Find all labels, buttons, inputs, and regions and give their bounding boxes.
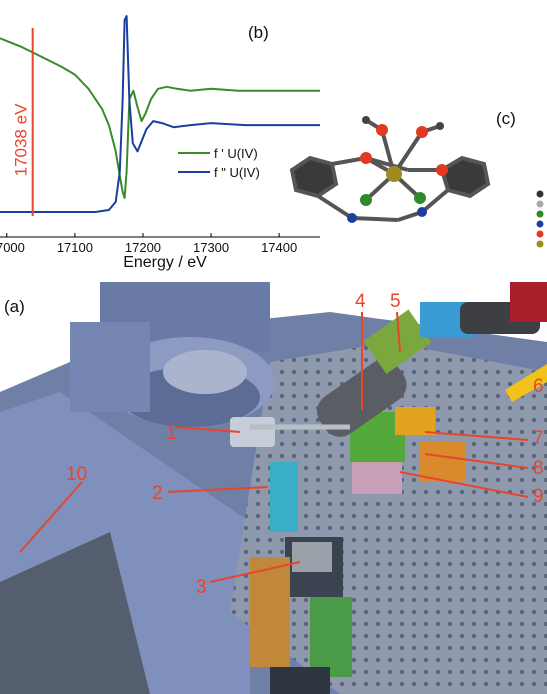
- x-tick-label: 17000: [0, 240, 25, 255]
- series-line-1: [0, 15, 320, 213]
- green-stage: [310, 597, 352, 677]
- chlorine-atom: [414, 192, 426, 204]
- panel-label-b: (b): [248, 23, 269, 42]
- carbon-atom: [436, 122, 444, 130]
- orange-mount: [420, 442, 465, 482]
- energy-spectrum-chart: 17038 eV 17000 17100 17200 17300 17400 Energ…: [0, 15, 320, 271]
- legend-dot-hydrogen: [536, 200, 544, 208]
- lens-barrel: [363, 309, 432, 374]
- carbon-atom: [362, 116, 370, 124]
- callouts: 1 2 3 4 5 6 7 8 9 10: [19, 291, 544, 598]
- legend-label-f-prime: f ' U(IV): [214, 146, 258, 161]
- oxygen-atom: [436, 164, 448, 176]
- atom-legend: [536, 190, 544, 248]
- apparatus-rendering: (a) 1 2 3 4 5 6 7 8 9 10: [0, 282, 547, 694]
- breadboard: [230, 342, 547, 694]
- x-tick-label: 17300: [193, 240, 229, 255]
- x-tick-label: 17100: [57, 240, 93, 255]
- callout-3: 3: [196, 577, 207, 598]
- x-axis-label: Energy / eV: [123, 254, 207, 271]
- x-tick-label: 17400: [261, 240, 297, 255]
- callout-9: 9: [533, 486, 544, 507]
- callout-10: 10: [66, 464, 87, 485]
- motor-block: [270, 667, 330, 694]
- callout-7: 7: [533, 428, 544, 449]
- red-camera: [510, 282, 547, 322]
- lower-left-structure: [0, 532, 150, 694]
- molecule-structure: (c): [289, 109, 544, 248]
- legend-dot-uranium: [536, 240, 544, 248]
- yellow-mount: [395, 407, 435, 435]
- yellow-beam-pipe: [505, 364, 547, 402]
- callout-6: 6: [533, 376, 544, 397]
- callout-4: 4: [355, 291, 366, 312]
- legend-dot-nitrogen: [536, 220, 544, 228]
- orange-rail: [250, 557, 290, 667]
- nitrogen-atom: [347, 213, 357, 223]
- legend-dot-chlorine: [536, 210, 544, 218]
- detector-grille: [292, 542, 332, 572]
- chlorine-atom: [360, 194, 372, 206]
- callout-5: 5: [390, 291, 401, 312]
- oxygen-atom: [360, 152, 372, 164]
- legend-dot-oxygen: [536, 230, 544, 238]
- legend-dot-carbon: [536, 190, 544, 198]
- goniometer-tower: [70, 322, 150, 412]
- chart-legend: f ' U(IV) f " U(IV): [178, 146, 260, 180]
- oxygen-atom: [376, 124, 388, 136]
- x-tick-label: 17200: [125, 240, 161, 255]
- sample-stage: [163, 350, 247, 394]
- annotation-label: 17038 eV: [12, 103, 31, 176]
- oxygen-atom: [416, 126, 428, 138]
- callout-2: 2: [152, 483, 163, 504]
- nitrogen-atom: [417, 207, 427, 217]
- callout-8: 8: [533, 458, 544, 479]
- panel-label-a: (a): [4, 297, 25, 316]
- uranium-atom: [386, 166, 402, 182]
- cyan-mount: [270, 462, 298, 532]
- legend-label-f-double-prime: f " U(IV): [214, 165, 260, 180]
- panel-label-c: (c): [496, 109, 516, 128]
- callout-1: 1: [166, 423, 177, 444]
